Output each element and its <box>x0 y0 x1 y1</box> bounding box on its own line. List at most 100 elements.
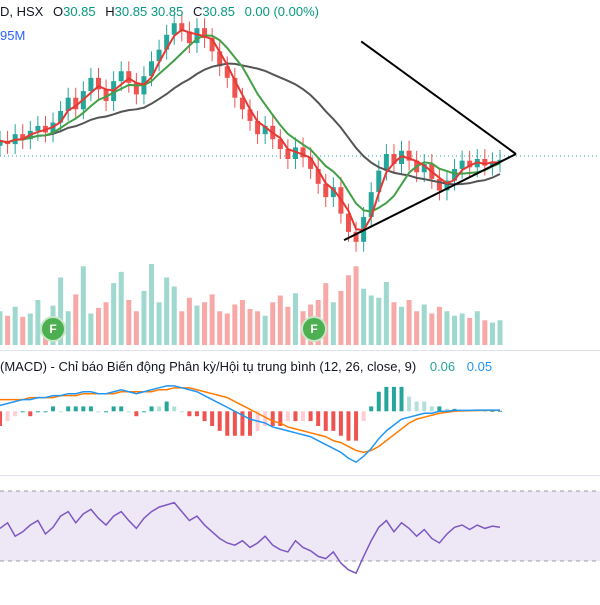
candle-body <box>323 183 329 198</box>
volume-bar <box>376 297 382 345</box>
candle-body <box>58 110 64 123</box>
volume-bar <box>156 302 162 345</box>
macd-title[interactable]: (MACD) - Chỉ báo Biến động Phân kỳ/Hội t… <box>0 359 417 374</box>
macd-histogram-bar <box>429 406 434 412</box>
macd-histogram-bar <box>5 411 10 422</box>
macd-histogram-bar <box>444 408 449 412</box>
signal-value: 0.05 <box>466 359 493 374</box>
open-label: O <box>52 4 64 19</box>
volume-bar <box>399 306 405 345</box>
volume-bar <box>391 302 397 345</box>
macd-histogram-bar <box>323 411 328 431</box>
macd-histogram-bar <box>490 410 495 412</box>
candle-body <box>391 154 397 164</box>
volume-bar <box>361 288 367 345</box>
volume-bar <box>217 311 223 345</box>
candle-body <box>330 187 336 198</box>
rsi-line <box>0 501 501 575</box>
macd-histogram-bar <box>164 401 169 412</box>
volume-bar <box>497 320 503 345</box>
candle-body <box>149 61 155 77</box>
pane-separator-macd[interactable] <box>0 350 600 351</box>
volume-bar <box>171 286 177 345</box>
macd-histogram-bar <box>285 411 290 422</box>
volume-bar <box>255 311 261 345</box>
candle-body <box>482 159 488 166</box>
macd-legend: (MACD) - Chỉ báo Biến động Phân kỳ/Hội t… <box>0 359 492 374</box>
open-value: 30.85 <box>63 4 96 19</box>
candle-body <box>436 178 442 191</box>
macd-histogram-bar <box>437 406 442 412</box>
candle-body <box>65 97 71 111</box>
macd-histogram-bar <box>28 411 33 417</box>
macd-histogram-bar <box>414 401 419 412</box>
macd-histogram-bar <box>141 411 146 413</box>
macd-histogram-bar <box>407 396 412 412</box>
macd-histogram-bar <box>248 411 252 436</box>
volume-bar <box>179 311 185 345</box>
macd-histogram-bar <box>308 411 313 422</box>
high-label: H <box>105 4 115 19</box>
volume-bar <box>429 313 435 345</box>
volume-bar <box>489 322 495 345</box>
candle-body <box>247 109 253 121</box>
volume-bar <box>80 266 86 345</box>
macd-histogram-bar <box>316 411 321 426</box>
candle-body <box>179 23 185 32</box>
macd-histogram-bar <box>119 406 124 412</box>
macd-histogram-bar <box>202 411 207 422</box>
volume-bar <box>65 311 71 345</box>
symbol-label[interactable]: D, HSX <box>0 4 44 19</box>
macd-histogram-bar <box>422 401 427 412</box>
candle-body <box>421 163 427 173</box>
ma-fast-line <box>0 28 501 232</box>
volume-bar <box>232 304 238 345</box>
volume-bar <box>262 315 268 345</box>
financials-badge[interactable]: F <box>40 316 66 342</box>
volume-bar <box>414 311 420 345</box>
candle-body <box>88 77 94 92</box>
volume-bar <box>474 311 480 345</box>
volume-bar <box>224 313 230 345</box>
volume-bar <box>111 283 117 345</box>
volume-bar <box>0 311 3 345</box>
macd-histogram-bar <box>376 391 381 412</box>
volume-bar <box>368 295 374 345</box>
candle-body <box>452 168 458 181</box>
macd-histogram-bar <box>51 406 56 412</box>
candle-body <box>103 89 109 102</box>
pane-separator-rsi[interactable] <box>0 475 600 476</box>
candle-body <box>232 77 238 98</box>
macd-histogram-bar <box>346 411 351 441</box>
candle-body <box>239 97 245 110</box>
ma-mid-line <box>0 34 501 213</box>
candle-body <box>315 168 321 184</box>
candle-body <box>133 82 139 95</box>
macd-histogram-bar <box>217 411 222 431</box>
candle-body <box>406 150 412 161</box>
macd-histogram-bar <box>88 406 93 412</box>
macd-signal-line <box>0 387 500 454</box>
macd-histogram-bar <box>96 411 101 413</box>
macd-histogram-bar <box>104 411 109 413</box>
macd-histogram-bar <box>149 406 154 412</box>
financials-badge[interactable]: F <box>301 316 327 342</box>
volume-bar <box>95 307 101 345</box>
macd-histogram-bar <box>225 411 230 436</box>
volume-legend: 95M <box>0 28 26 43</box>
macd-histogram-bar <box>13 411 18 417</box>
volume-bar <box>239 300 245 345</box>
volume-bar <box>73 294 79 345</box>
volume-bar <box>345 275 351 345</box>
candle-body <box>202 28 208 39</box>
candle-body <box>164 34 170 50</box>
low-value: 30.85 <box>150 4 184 19</box>
candle-body <box>467 160 473 168</box>
macd-histogram-bar <box>293 411 298 422</box>
candle-body <box>459 160 465 169</box>
volume-bar <box>88 313 94 345</box>
macd-histogram-bar <box>369 406 374 412</box>
candle-body <box>118 71 124 82</box>
